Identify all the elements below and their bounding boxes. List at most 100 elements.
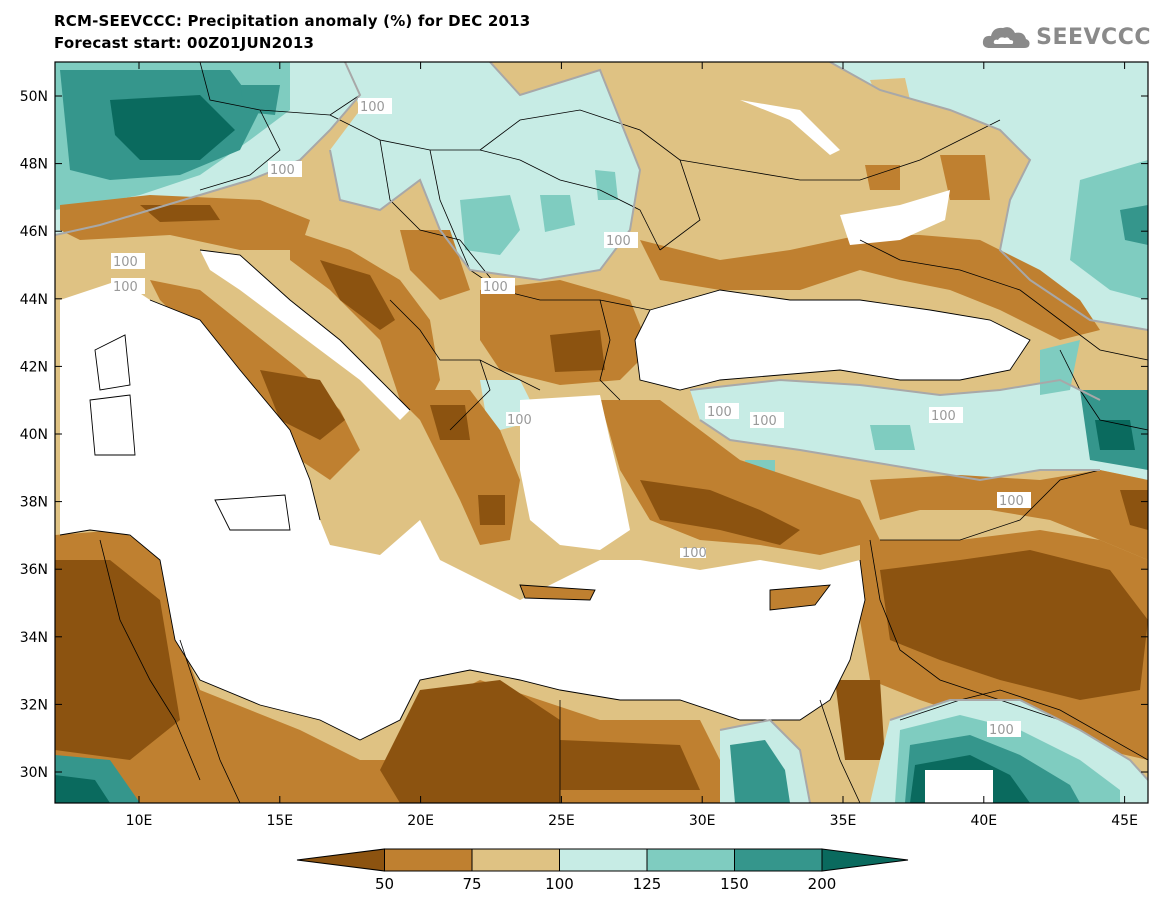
lon-tick-label: 10E (126, 813, 153, 829)
lon-tick-label: 45E (1111, 813, 1138, 829)
svg-text:100: 100 (989, 723, 1014, 738)
map-frame (54, 61, 1149, 804)
map-field (55, 62, 1148, 803)
svg-text:100: 100 (707, 405, 732, 420)
contour-label: 100 (111, 278, 145, 295)
lat-tick-label: 36N (20, 562, 48, 578)
wet-zone-russia (830, 62, 1148, 330)
colorbar-label: 150 (720, 875, 749, 893)
contour-label: 100 (929, 407, 963, 424)
wet-zone-nw-core (110, 95, 235, 160)
no-data-patch (925, 770, 993, 803)
dry-zone-east-turkey-core (1120, 490, 1148, 530)
dnieper-reservoir (740, 100, 840, 155)
dry-zone-alps-core (140, 205, 220, 222)
lon-tick-label: 15E (266, 813, 293, 829)
contour-label: 100 (268, 161, 302, 178)
wet-zone-czech (240, 85, 280, 115)
svg-text:100: 100 (931, 409, 956, 424)
svg-text:100: 100 (999, 494, 1024, 509)
svg-text:100: 100 (606, 234, 631, 249)
contour-label: 100 (358, 98, 392, 115)
dry-zone-egypt-core (560, 740, 700, 790)
mediterranean-sea (60, 280, 865, 740)
forecast-start-label: Forecast start: 00Z01JUN2013 (54, 34, 315, 52)
dry-zone-crimea (640, 235, 1100, 340)
colorbar-box (646, 848, 735, 872)
wet-zone-carpathian-mid (460, 195, 520, 255)
contour-label: 100 (481, 278, 515, 295)
dry-zone-jordan (835, 680, 885, 760)
contour-label: 100 (750, 412, 784, 429)
dry-patch-don (940, 155, 990, 200)
lon-tick-label: 25E (548, 813, 575, 829)
dry-zone-east-turkey (870, 470, 1148, 560)
contour-label: 100 (506, 412, 532, 428)
logo-text: SEEVCCC (1036, 24, 1151, 50)
dry-zone-bulgaria-core (550, 330, 605, 372)
wet-zone-sinai-strong (730, 740, 790, 803)
aegean-sea (520, 395, 630, 550)
dry-zone-turkey-core (640, 480, 800, 545)
cloud-icon (983, 27, 1030, 48)
lat-tick-label: 40N (20, 427, 48, 443)
lon-tick-label: 35E (830, 813, 857, 829)
lat-tick-label: 38N (20, 495, 48, 511)
seevccc-logo: SEEVCCC (980, 22, 1151, 52)
colorbar-box (559, 848, 648, 872)
cyprus-land (770, 585, 830, 610)
colorbar-arrow-high (821, 848, 909, 872)
svg-text:100: 100 (113, 280, 138, 295)
contour-label: 100 (987, 721, 1021, 738)
dry-zone-syria-core (880, 550, 1148, 700)
contour-label: 100 (604, 232, 638, 249)
lon-tick-label: 20E (407, 813, 434, 829)
wet-zone-carpathian-ne (595, 170, 618, 200)
colorbar-arrow-low (296, 848, 385, 872)
dry-zone-libya-core (380, 680, 560, 803)
dry-zone-dinarides (290, 230, 440, 420)
wet-zone-carpathian-east (540, 195, 575, 232)
svg-text:100: 100 (682, 546, 707, 561)
lon-tick-label: 30E (689, 813, 716, 829)
colorbar-label: 75 (462, 875, 481, 893)
wet-zone-russia-mid (1070, 160, 1148, 300)
colorbar-label: 50 (375, 875, 394, 893)
dry-zone-dinarides-core (320, 260, 395, 330)
contour-label: 100 (997, 492, 1031, 509)
wet-zone-russia-strong (1120, 205, 1148, 245)
colorbar-box (384, 848, 473, 872)
adriatic-sea (200, 250, 410, 420)
svg-text:100: 100 (483, 280, 508, 295)
map-title: RCM-SEEVCCC: Precipitation anomaly (%) f… (54, 12, 531, 30)
colorbar-label: 100 (545, 875, 574, 893)
lat-tick-label: 30N (20, 765, 48, 781)
lat-tick-label: 44N (20, 292, 48, 308)
dry-zone-algeria-core (55, 560, 180, 760)
wet-patch-anatolia (870, 425, 915, 450)
dry-zone-italy-core (260, 370, 345, 440)
wet-zone-sahara-core (55, 775, 110, 803)
contour-label: 100 (680, 546, 707, 561)
colorbar-label: 200 (808, 875, 837, 893)
svg-text:100: 100 (360, 100, 385, 115)
lon-axis: 10E 15E 20E 25E 30E 35E 40E 45E (126, 62, 1138, 829)
dry-patch-russia (870, 78, 910, 100)
wet-zone-caucasus-core (1095, 420, 1135, 450)
wet-zone-anatolia (690, 380, 1148, 480)
colorbar-box (471, 848, 560, 872)
lat-tick-label: 46N (20, 224, 48, 240)
lat-tick-label: 34N (20, 630, 48, 646)
black-sea (635, 290, 1030, 390)
dry-zone-peloponnese (478, 495, 505, 525)
coastlines (59, 249, 1031, 741)
dry-zone-greece-core (430, 405, 470, 440)
svg-text:100: 100 (752, 414, 777, 429)
contour-labels: 100 100 100 100 100 100 100 100 100 100 … (111, 98, 1031, 738)
lat-tick-label: 48N (20, 157, 48, 173)
contour-label: 100 (705, 403, 739, 420)
svg-text:100: 100 (270, 163, 295, 178)
dry-zone-bulgaria (480, 280, 650, 385)
dry-patch-ukraine (865, 165, 900, 190)
